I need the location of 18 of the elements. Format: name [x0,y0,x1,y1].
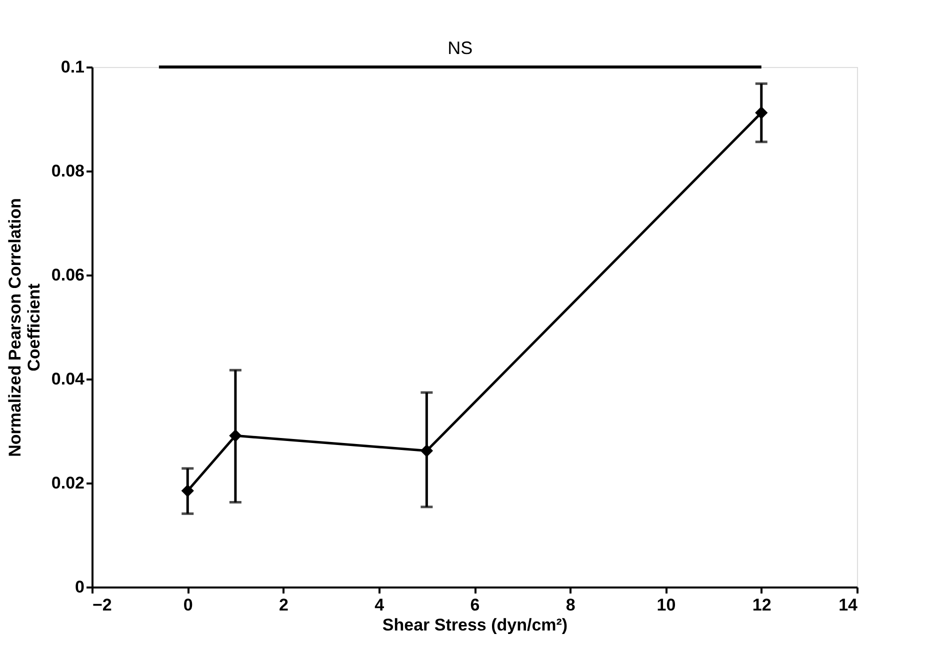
x-tick-label: 4 [374,596,385,614]
text: NS [448,38,473,58]
x-tick-label: 14 [838,596,858,614]
y-tick-label: 0.08 [51,162,84,180]
x-axis-title: Shear Stress (dyn/cm²) [382,616,568,634]
y-tick-label: 0.04 [51,370,86,388]
y-tick-label: 0.02 [51,474,84,492]
y-axis-title: Normalized Pearson Correlation Coefficient [5,198,44,457]
x-tick-label: −2 [92,596,112,614]
x-tick-label: 6 [470,596,480,614]
x-tick-label: 0 [183,596,193,614]
x-tick-label: 8 [566,596,576,614]
x-tick-label: 12 [752,596,772,614]
y-tick-label: 0.06 [51,266,84,284]
y-tick-label: 0 [75,578,84,596]
x-tick-label: 10 [656,596,676,614]
y-tick-label: 0.1 [60,58,84,76]
x-tick-label: 2 [279,596,288,614]
